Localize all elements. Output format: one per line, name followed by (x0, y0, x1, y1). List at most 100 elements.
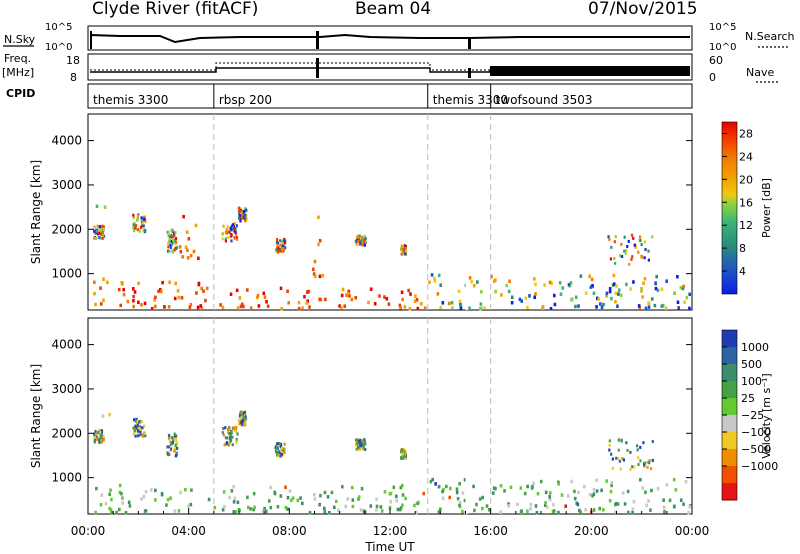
radar-cell (133, 229, 136, 233)
radar-cell (360, 486, 364, 491)
radar-cell (263, 506, 266, 511)
radar-cell (668, 498, 672, 503)
radar-cell (524, 296, 528, 300)
radar-cell (541, 305, 545, 309)
radar-cell (237, 211, 241, 215)
radar-cell (102, 225, 105, 229)
radar-cell (400, 450, 403, 454)
power-ylabel: Slant Range [km] (29, 160, 43, 264)
radar-cell (485, 504, 489, 508)
radar-cell (207, 497, 211, 502)
radar-cell (95, 204, 99, 209)
radar-cell (119, 303, 122, 308)
radar-cell (243, 419, 246, 423)
radar-cell (140, 497, 143, 501)
radar-cell (121, 282, 124, 286)
radar-cell (109, 488, 112, 492)
radar-cell (459, 302, 462, 307)
radar-cell (286, 289, 289, 294)
radar-cell (158, 287, 162, 292)
radar-cell (688, 505, 691, 509)
radar-cell (576, 502, 580, 507)
radar-cell (276, 450, 279, 454)
radar-cell (654, 286, 658, 291)
radar-cell (401, 493, 405, 497)
radar-cell (369, 504, 373, 508)
radar-cell (100, 226, 103, 230)
radar-cell (283, 450, 286, 454)
radar-cell (221, 431, 224, 435)
radar-cell (617, 457, 620, 461)
radar-cell (650, 488, 653, 493)
radar-cell (136, 434, 140, 438)
radar-cell (530, 486, 534, 490)
radar-cell (361, 439, 364, 443)
radar-cell (499, 510, 502, 515)
radar-cell (228, 436, 231, 440)
radar-cell (456, 496, 460, 501)
radar-cell (324, 297, 327, 302)
radar-cell (481, 506, 484, 511)
cpid-mode-label: themis 3300 (433, 93, 508, 107)
radar-cell (423, 306, 427, 310)
radar-cell (401, 297, 404, 302)
nave-tick-low: 0 (709, 71, 716, 84)
radar-cell (224, 436, 227, 440)
radar-cell (392, 485, 396, 490)
radar-cell (228, 432, 231, 436)
radar-cell (439, 283, 442, 287)
radar-cell (239, 304, 243, 309)
radar-cell (639, 235, 642, 239)
radar-cell (544, 501, 547, 505)
radar-cell (614, 261, 617, 265)
radar-cell (644, 306, 648, 311)
radar-cell (280, 452, 283, 456)
radar-cell (278, 248, 281, 252)
radar-cell (533, 295, 536, 300)
radar-cell (356, 240, 360, 244)
radar-cell (230, 234, 233, 238)
radar-cell (679, 498, 683, 502)
radar-cell (228, 428, 231, 432)
radar-cell (656, 288, 660, 293)
radar-cell (135, 417, 138, 421)
radar-cell (574, 295, 578, 299)
radar-cell (599, 302, 602, 306)
radar-cell (244, 215, 247, 219)
radar-cell (239, 207, 242, 211)
radar-cell (583, 484, 586, 489)
radar-cell (649, 467, 653, 471)
radar-cell (94, 429, 97, 433)
radar-cell (363, 243, 366, 247)
radar-cell (174, 242, 177, 246)
radar-cell (355, 242, 358, 246)
y-tick-label: 2000 (51, 426, 82, 440)
radar-cell (280, 306, 283, 311)
radar-cell (280, 244, 284, 248)
radar-cell (428, 280, 431, 284)
radar-cell (189, 253, 193, 258)
radar-cell (570, 297, 574, 301)
radar-cell (665, 279, 668, 283)
radar-cell (242, 304, 245, 309)
radar-cell (404, 454, 407, 458)
radar-cell (228, 426, 231, 430)
radar-cell (360, 443, 363, 447)
radar-cell (132, 418, 136, 422)
radar-cell (362, 446, 365, 450)
radar-cell (354, 438, 358, 442)
radar-cell (323, 509, 327, 514)
radar-cell (243, 410, 247, 414)
radar-cell (526, 509, 529, 513)
radar-cell (103, 205, 107, 209)
radar-cell (620, 254, 624, 258)
radar-cell (345, 293, 348, 297)
radar-cell (168, 452, 171, 456)
radar-cell (626, 489, 630, 494)
colorbar-segment (722, 364, 737, 382)
radar-cell (473, 508, 476, 513)
radar-cell (403, 452, 406, 456)
radar-cell (93, 291, 96, 296)
y-tick-label: 1000 (51, 267, 82, 281)
radar-cell (237, 216, 241, 220)
